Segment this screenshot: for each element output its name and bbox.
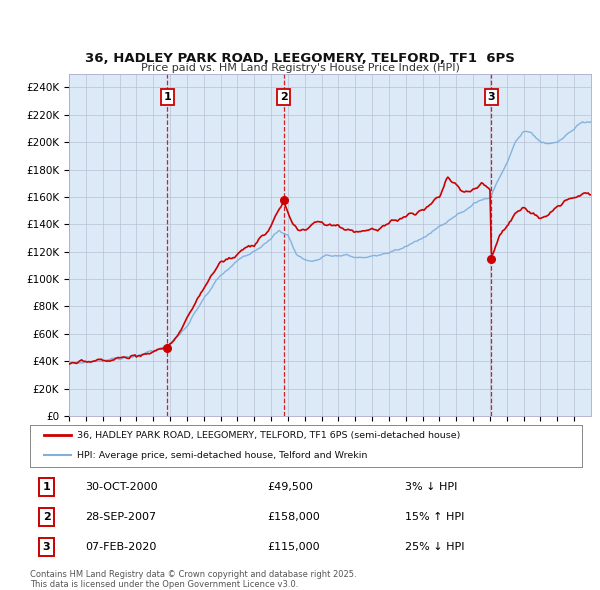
Text: 28-SEP-2007: 28-SEP-2007 [85, 512, 157, 522]
Text: 3: 3 [488, 92, 495, 102]
Text: 1: 1 [163, 92, 171, 102]
Text: HPI: Average price, semi-detached house, Telford and Wrekin: HPI: Average price, semi-detached house,… [77, 451, 367, 460]
Text: Price paid vs. HM Land Registry's House Price Index (HPI): Price paid vs. HM Land Registry's House … [140, 64, 460, 73]
Text: £115,000: £115,000 [268, 542, 320, 552]
Text: 3% ↓ HPI: 3% ↓ HPI [406, 482, 458, 492]
Text: 2: 2 [280, 92, 287, 102]
Text: Contains HM Land Registry data © Crown copyright and database right 2025.
This d: Contains HM Land Registry data © Crown c… [30, 570, 356, 589]
Text: 15% ↑ HPI: 15% ↑ HPI [406, 512, 465, 522]
Text: 36, HADLEY PARK ROAD, LEEGOMERY, TELFORD, TF1  6PS: 36, HADLEY PARK ROAD, LEEGOMERY, TELFORD… [85, 53, 515, 65]
Text: £49,500: £49,500 [268, 482, 313, 492]
Text: 2: 2 [43, 512, 50, 522]
Text: 07-FEB-2020: 07-FEB-2020 [85, 542, 157, 552]
Text: 25% ↓ HPI: 25% ↓ HPI [406, 542, 465, 552]
Text: 36, HADLEY PARK ROAD, LEEGOMERY, TELFORD, TF1 6PS (semi-detached house): 36, HADLEY PARK ROAD, LEEGOMERY, TELFORD… [77, 431, 460, 440]
Text: 3: 3 [43, 542, 50, 552]
Text: 30-OCT-2000: 30-OCT-2000 [85, 482, 158, 492]
Text: 1: 1 [43, 482, 50, 492]
Text: £158,000: £158,000 [268, 512, 320, 522]
